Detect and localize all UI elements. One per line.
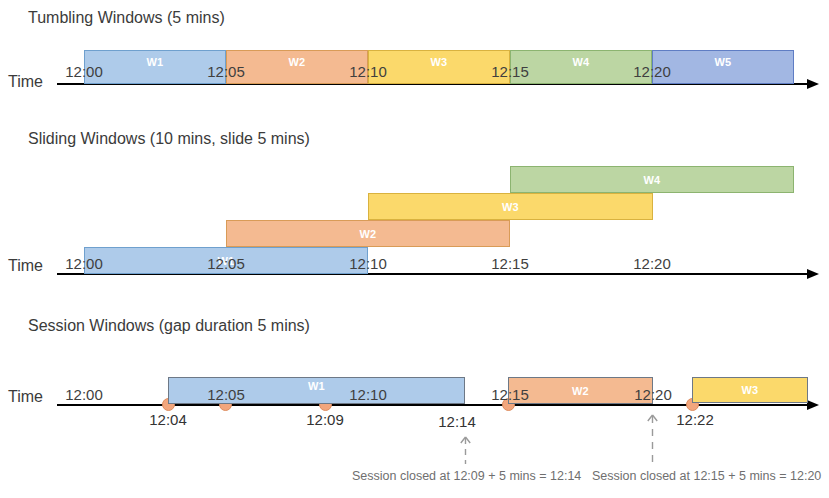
- window-label: W1: [308, 380, 325, 392]
- window-label: W4: [572, 56, 589, 68]
- sliding-tick-1200: 12:00: [54, 255, 114, 272]
- session-section-title: Session Windows (gap duration 5 mins): [28, 317, 310, 335]
- session-tick-1215: 12:15: [480, 386, 540, 403]
- event-time-1222: 12:22: [665, 411, 725, 428]
- dashed-up-arrow-icon: [646, 413, 659, 469]
- sliding-tick-1220: 12:20: [622, 255, 682, 272]
- close-time-1214: 12:14: [427, 413, 487, 430]
- tumbling-section-title: Tumbling Windows (5 mins): [28, 9, 225, 27]
- window-label: W4: [643, 174, 660, 186]
- sliding-tick-1215: 12:15: [480, 255, 540, 272]
- session-tick-1200: 12:00: [54, 386, 114, 403]
- event-time-1209: 12:09: [295, 411, 355, 428]
- window-label: W3: [741, 384, 758, 396]
- session-axis-arrowhead-icon: [807, 400, 819, 410]
- sliding-time-axis-label: Time: [8, 257, 43, 275]
- session-tick-1220: 12:20: [623, 386, 683, 403]
- window-label: W3: [430, 56, 447, 68]
- window-label: W2: [359, 228, 376, 240]
- window-label: W2: [572, 385, 589, 397]
- tumbling-tick-1200: 12:00: [54, 63, 114, 80]
- tumbling-tick-1205: 12:05: [196, 63, 256, 80]
- session-time-axis-label: Time: [8, 388, 43, 406]
- session-tick-1205: 12:05: [196, 386, 256, 403]
- sliding-axis-arrowhead-icon: [807, 269, 819, 279]
- window-label: W5: [714, 56, 731, 68]
- session-close-annotation-1: Session closed at 12:09 + 5 mins = 12:14: [352, 469, 581, 483]
- tumbling-axis-arrowhead-icon: [807, 79, 819, 89]
- dashed-up-arrow-icon: [459, 435, 472, 469]
- tumbling-time-axis-label: Time: [8, 73, 43, 91]
- window-label: W2: [288, 56, 305, 68]
- session-close-annotation-2: Session closed at 12:15 + 5 mins = 12:20: [592, 469, 821, 483]
- windowing-diagram: Tumbling Windows (5 mins) Time W1 W2 W3 …: [0, 0, 829, 498]
- tumbling-tick-1220: 12:20: [622, 63, 682, 80]
- sliding-window-w2: W2: [226, 220, 510, 247]
- tumbling-tick-1210: 12:10: [338, 63, 398, 80]
- sliding-window-w4: W4: [510, 166, 794, 193]
- window-label: W1: [146, 56, 163, 68]
- tumbling-tick-1215: 12:15: [480, 63, 540, 80]
- window-label: W3: [502, 201, 519, 213]
- session-window-w3: W3: [692, 377, 808, 403]
- event-time-1204: 12:04: [138, 411, 198, 428]
- session-tick-1210: 12:10: [338, 386, 398, 403]
- sliding-window-w3: W3: [368, 193, 653, 220]
- sliding-tick-1205: 12:05: [196, 255, 256, 272]
- sliding-tick-1210: 12:10: [338, 255, 398, 272]
- sliding-section-title: Sliding Windows (10 mins, slide 5 mins): [28, 130, 310, 148]
